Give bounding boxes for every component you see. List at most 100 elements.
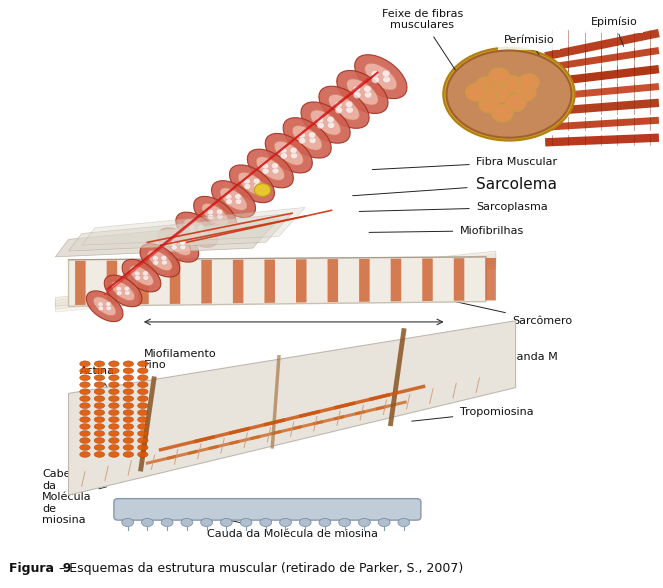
- Ellipse shape: [94, 452, 105, 457]
- Circle shape: [143, 271, 149, 276]
- Ellipse shape: [283, 118, 332, 158]
- Ellipse shape: [137, 375, 148, 380]
- Ellipse shape: [80, 430, 90, 436]
- Circle shape: [253, 178, 260, 184]
- Circle shape: [153, 260, 159, 265]
- Circle shape: [272, 163, 278, 169]
- Ellipse shape: [80, 382, 90, 387]
- Circle shape: [272, 168, 279, 174]
- Ellipse shape: [137, 368, 148, 373]
- Ellipse shape: [104, 275, 142, 307]
- Circle shape: [116, 286, 122, 292]
- Polygon shape: [56, 254, 496, 309]
- Ellipse shape: [184, 219, 210, 240]
- Ellipse shape: [137, 396, 148, 402]
- Ellipse shape: [80, 417, 90, 423]
- Polygon shape: [485, 258, 496, 300]
- Ellipse shape: [319, 519, 331, 526]
- Ellipse shape: [280, 519, 292, 526]
- Ellipse shape: [299, 519, 311, 526]
- Circle shape: [235, 193, 241, 199]
- Ellipse shape: [109, 437, 119, 443]
- Text: Feixe de fibras
musculares: Feixe de fibras musculares: [382, 9, 463, 75]
- Text: Sarcômero: Sarcômero: [452, 300, 572, 326]
- Ellipse shape: [347, 79, 378, 105]
- Ellipse shape: [140, 243, 180, 277]
- Polygon shape: [82, 208, 305, 245]
- Circle shape: [190, 229, 196, 235]
- Ellipse shape: [489, 68, 510, 85]
- Ellipse shape: [310, 110, 341, 135]
- FancyBboxPatch shape: [114, 499, 421, 520]
- Circle shape: [290, 147, 297, 153]
- Ellipse shape: [94, 410, 105, 416]
- Text: Miofilamento
Fino: Miofilamento Fino: [144, 349, 217, 385]
- Ellipse shape: [166, 235, 191, 255]
- Ellipse shape: [265, 133, 312, 173]
- Ellipse shape: [339, 519, 351, 526]
- Ellipse shape: [123, 410, 134, 416]
- Circle shape: [383, 76, 391, 83]
- Ellipse shape: [137, 389, 148, 395]
- Circle shape: [171, 245, 177, 250]
- Ellipse shape: [247, 149, 294, 188]
- Circle shape: [180, 240, 186, 245]
- Circle shape: [353, 92, 361, 98]
- Ellipse shape: [94, 368, 105, 373]
- Ellipse shape: [80, 368, 90, 373]
- Circle shape: [371, 71, 379, 78]
- Ellipse shape: [122, 519, 134, 526]
- Polygon shape: [233, 260, 243, 303]
- Circle shape: [280, 153, 288, 159]
- Ellipse shape: [80, 452, 90, 457]
- Circle shape: [364, 85, 371, 92]
- Ellipse shape: [137, 417, 148, 423]
- Ellipse shape: [502, 75, 523, 93]
- Circle shape: [244, 183, 251, 189]
- Circle shape: [243, 178, 251, 185]
- Circle shape: [198, 229, 205, 235]
- Ellipse shape: [94, 382, 105, 387]
- Circle shape: [124, 286, 130, 291]
- Ellipse shape: [319, 86, 369, 128]
- Text: Perímisio: Perímisio: [503, 35, 554, 63]
- Circle shape: [235, 199, 242, 205]
- Ellipse shape: [123, 382, 134, 387]
- Ellipse shape: [292, 126, 322, 150]
- Polygon shape: [68, 257, 486, 306]
- Ellipse shape: [181, 519, 193, 526]
- Ellipse shape: [211, 181, 255, 218]
- Circle shape: [226, 199, 233, 205]
- Ellipse shape: [137, 430, 148, 436]
- Circle shape: [125, 290, 130, 295]
- Ellipse shape: [137, 410, 148, 416]
- Ellipse shape: [123, 375, 134, 380]
- Ellipse shape: [80, 445, 90, 450]
- Polygon shape: [391, 259, 401, 302]
- Circle shape: [345, 101, 353, 108]
- Ellipse shape: [109, 403, 119, 409]
- Ellipse shape: [137, 382, 148, 387]
- Ellipse shape: [80, 375, 90, 380]
- Ellipse shape: [123, 437, 134, 443]
- Ellipse shape: [123, 368, 134, 373]
- Ellipse shape: [109, 452, 119, 457]
- Ellipse shape: [129, 266, 153, 286]
- Ellipse shape: [122, 259, 161, 292]
- Circle shape: [98, 302, 103, 307]
- Text: Banda M: Banda M: [477, 352, 558, 370]
- Ellipse shape: [94, 375, 105, 380]
- Polygon shape: [422, 258, 433, 301]
- Polygon shape: [138, 260, 149, 305]
- Ellipse shape: [398, 519, 410, 526]
- Ellipse shape: [148, 250, 172, 270]
- Ellipse shape: [109, 423, 119, 429]
- Text: Epimísio: Epimísio: [591, 16, 638, 46]
- Ellipse shape: [229, 165, 274, 203]
- Circle shape: [263, 168, 269, 174]
- Text: – Esquemas da estrutura muscular (retirado de Parker, S., 2007): – Esquemas da estrutura muscular (retira…: [56, 562, 463, 574]
- Ellipse shape: [137, 452, 148, 457]
- Circle shape: [161, 255, 167, 260]
- Ellipse shape: [194, 196, 237, 232]
- Polygon shape: [328, 259, 338, 302]
